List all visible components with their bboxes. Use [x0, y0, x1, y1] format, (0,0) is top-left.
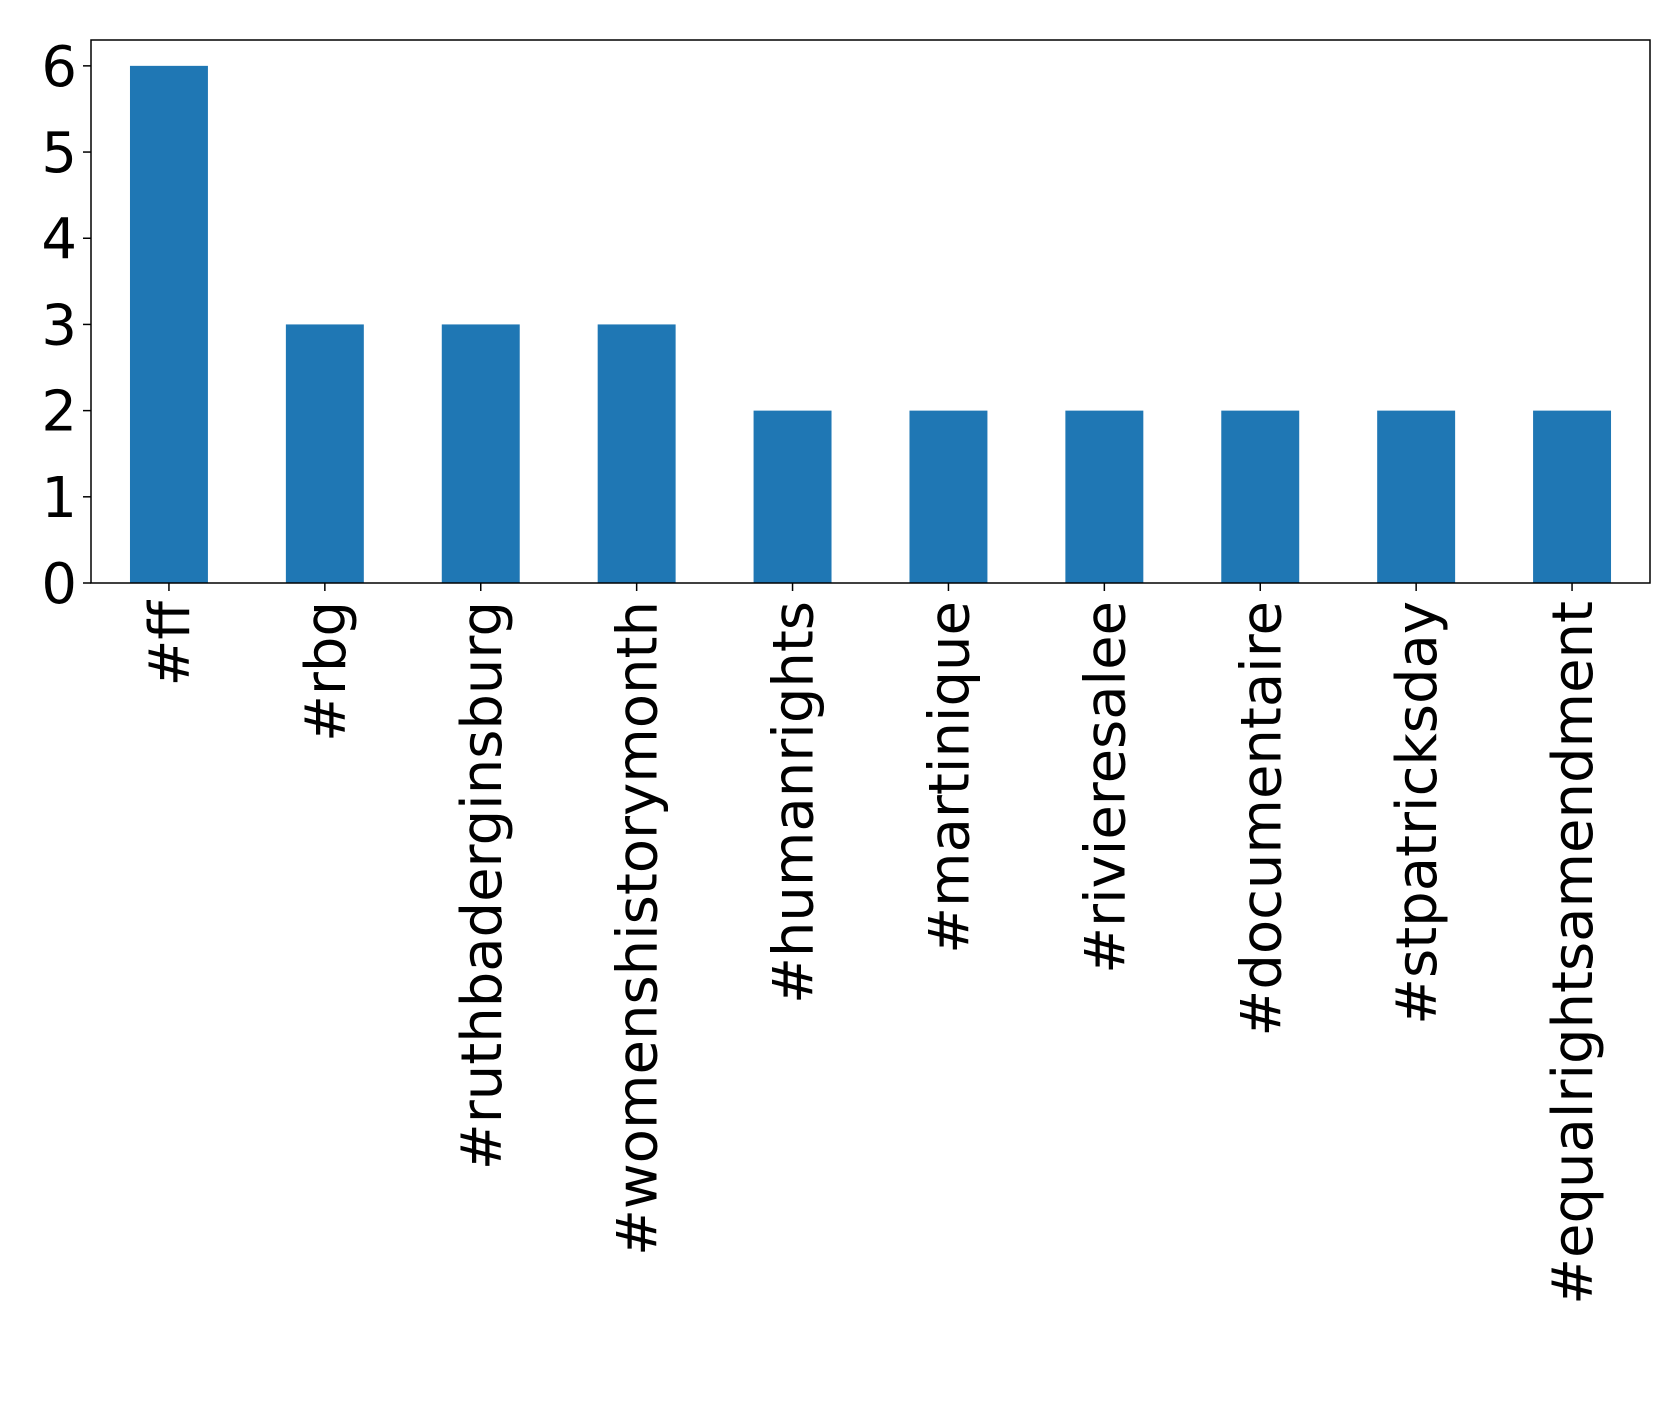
plot-frame: [90, 39, 1651, 584]
x-tick-label: #stpatricksday: [1385, 601, 1450, 1025]
x-tick-label: #womenshistorymonth: [606, 601, 671, 1256]
x-tick-label: #documentaire: [1229, 601, 1294, 1037]
x-tick-label: #rbg: [294, 601, 359, 742]
x-tick-label: #rivieresalee: [1073, 601, 1138, 974]
bar-humanrights: [753, 410, 832, 583]
bar-equalrightsamendment: [1533, 410, 1612, 583]
bar-womenshistorymonth: [597, 324, 676, 583]
x-tick-label: #humanrights: [762, 601, 827, 1004]
y-tick-label: 5: [41, 121, 77, 186]
bar-documentaire: [1221, 410, 1300, 583]
y-tick-label: 4: [41, 207, 77, 272]
y-tick-label: 0: [41, 552, 77, 617]
y-tick-label: 6: [41, 35, 77, 100]
y-axis: 0 1 2 3 4 5 6: [41, 35, 91, 617]
bar-rivieresalee: [1065, 410, 1144, 583]
y-tick-label: 2: [41, 380, 77, 445]
bar-ff: [129, 65, 208, 584]
x-tick-label: #ff: [138, 600, 203, 687]
bar-stpatricksday: [1377, 410, 1456, 583]
bar-ruthbaderginsburg: [441, 324, 520, 583]
y-tick-label: 1: [41, 466, 77, 531]
bar-martinique: [909, 410, 988, 583]
bars-group: [129, 65, 1612, 584]
x-tick-label: #equalrightsamendment: [1541, 601, 1606, 1305]
x-tick-label: #martinique: [917, 601, 982, 954]
bar-rbg: [285, 324, 364, 583]
x-axis: #ff #rbg #ruthbaderginsburg #womenshistorym…: [138, 583, 1606, 1305]
x-tick-label: #ruthbaderginsburg: [450, 601, 515, 1170]
y-tick-label: 3: [41, 293, 77, 358]
